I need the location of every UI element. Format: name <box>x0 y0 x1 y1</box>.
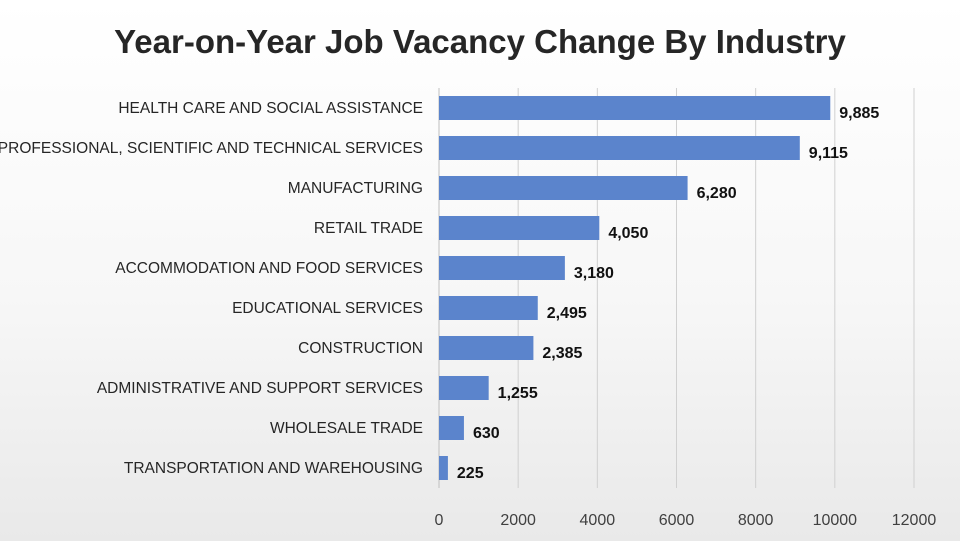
bar <box>439 336 534 360</box>
x-tick-label: 2000 <box>500 512 536 529</box>
bar <box>439 296 538 320</box>
x-tick-label: 0 <box>435 512 444 529</box>
category-labels: HEALTH CARE AND SOCIAL ASSISTANCE PROFESS… <box>0 100 423 477</box>
bar <box>439 256 565 280</box>
category-label: WHOLESALE TRADE <box>270 420 423 437</box>
bar <box>439 96 831 120</box>
data-label: 9,115 <box>809 145 848 162</box>
category-label: RETAIL TRADE <box>314 220 423 237</box>
data-label: 9,885 <box>839 105 879 122</box>
chart-title: Year-on-Year Job Vacancy Change By Indus… <box>114 23 846 60</box>
bar <box>439 416 464 440</box>
x-axis-tick-labels: 0 2000 4000 6000 8000 10000 12000 <box>435 512 937 529</box>
x-tick-label: 8000 <box>738 512 774 529</box>
data-label: 6,280 <box>697 185 737 202</box>
category-label: PROFESSIONAL, SCIENTIFIC AND TECHNICAL S… <box>0 140 423 157</box>
data-label: 2,385 <box>542 345 582 362</box>
data-label: 4,050 <box>608 225 648 242</box>
x-tick-label: 4000 <box>580 512 616 529</box>
data-label: 630 <box>473 425 500 442</box>
data-label: 225 <box>457 465 484 482</box>
category-label: EDUCATIONAL SERVICES <box>232 300 423 317</box>
data-label: 3,180 <box>574 265 614 282</box>
bar <box>439 136 800 160</box>
x-tick-label: 6000 <box>659 512 695 529</box>
data-label: 1,255 <box>498 385 538 402</box>
category-label: MANUFACTURING <box>288 180 423 197</box>
bars <box>439 96 831 480</box>
x-tick-label: 10000 <box>813 512 858 529</box>
bar <box>439 376 489 400</box>
bar <box>439 456 448 480</box>
category-label: HEALTH CARE AND SOCIAL ASSISTANCE <box>118 100 423 117</box>
category-label: CONSTRUCTION <box>298 340 423 357</box>
category-label: TRANSPORTATION AND WAREHOUSING <box>124 460 423 477</box>
data-labels: 9,885 9,115 6,280 4,050 3,180 2,495 2,385 1,255… <box>457 105 880 482</box>
category-label: ACCOMMODATION AND FOOD SERVICES <box>115 260 423 277</box>
bar <box>439 176 688 200</box>
bar <box>439 216 600 240</box>
x-tick-label: 12000 <box>892 512 937 529</box>
data-label: 2,495 <box>547 305 587 322</box>
category-label: ADMINISTRATIVE AND SUPPORT SERVICES <box>97 380 423 397</box>
